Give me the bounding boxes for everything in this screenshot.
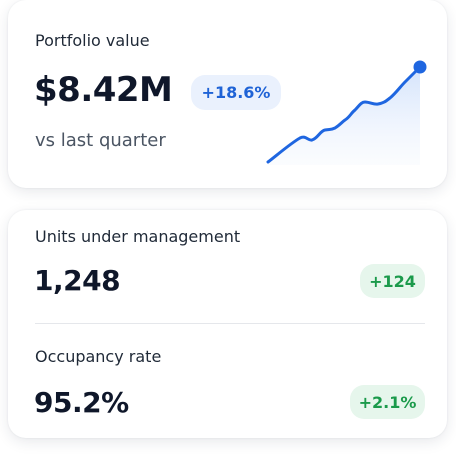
sparkline-dot bbox=[413, 60, 427, 74]
sparkline bbox=[266, 60, 427, 165]
portfolio-label: Portfolio value bbox=[35, 31, 150, 50]
portfolio-value: $8.42M bbox=[34, 70, 173, 110]
change-badge: +18.6% bbox=[191, 75, 281, 110]
metric-label: Occupancy rate bbox=[35, 347, 162, 366]
metric-change: +124 bbox=[360, 264, 425, 298]
metric-label: Units under management bbox=[35, 227, 241, 246]
metric-value: 1,248 bbox=[34, 264, 121, 297]
sparkline-line bbox=[266, 65, 422, 164]
sparkline-area bbox=[268, 67, 420, 165]
portfolio-note: vs last quarter bbox=[35, 130, 166, 151]
metric-value: 95.2% bbox=[34, 386, 129, 419]
metric-change: +2.1% bbox=[350, 385, 425, 419]
divider bbox=[35, 323, 425, 324]
portfolio-card: Portfolio value $8.42M +18.6% vs last qu… bbox=[8, 0, 447, 188]
metrics-card: Units under management 1,248 +124 Occupa… bbox=[8, 210, 447, 438]
